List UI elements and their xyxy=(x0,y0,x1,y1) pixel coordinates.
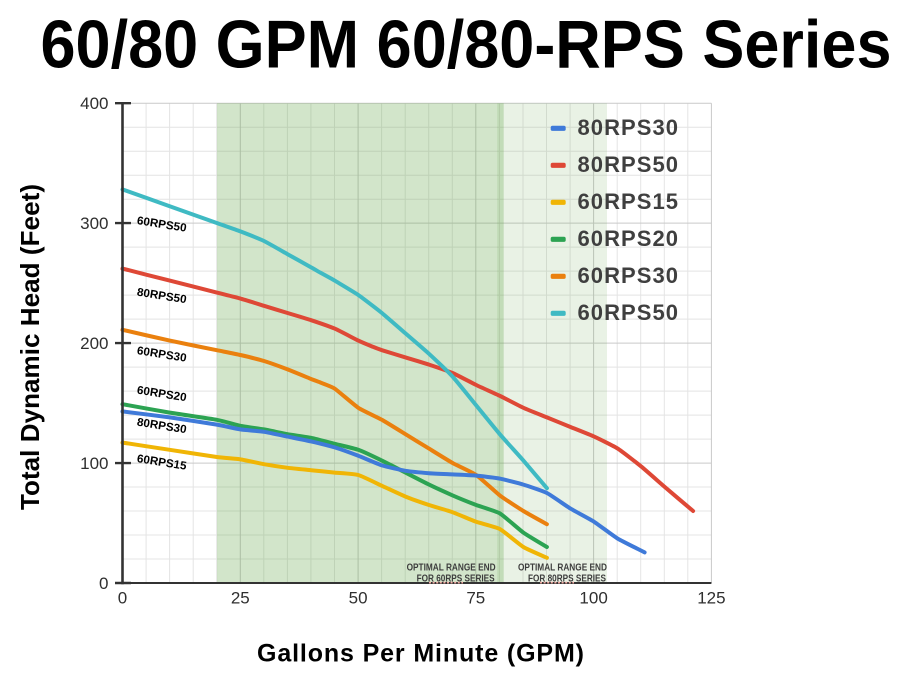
svg-text:Total Dynamic Head (Feet): Total Dynamic Head (Feet) xyxy=(15,184,45,510)
svg-text:75: 75 xyxy=(466,589,485,608)
svg-text:100: 100 xyxy=(80,454,108,473)
svg-text:0: 0 xyxy=(99,574,108,593)
svg-text:200: 200 xyxy=(80,334,108,353)
svg-text:50: 50 xyxy=(349,589,368,608)
svg-text:60RPS20: 60RPS20 xyxy=(578,226,679,251)
svg-text:80RPS30: 80RPS30 xyxy=(578,115,679,140)
svg-text:60RPS15: 60RPS15 xyxy=(578,189,679,214)
svg-text:60/80 GPM 60/80-RPS Series: 60/80 GPM 60/80-RPS Series xyxy=(41,7,892,83)
svg-text:400: 400 xyxy=(80,94,108,113)
svg-text:300: 300 xyxy=(80,214,108,233)
svg-text:Gallons Per Minute (GPM): Gallons Per Minute (GPM) xyxy=(257,640,584,668)
svg-text:60RPS50: 60RPS50 xyxy=(578,300,679,325)
svg-text:100: 100 xyxy=(579,589,607,608)
svg-text:25: 25 xyxy=(231,589,250,608)
svg-text:60RPS30: 60RPS30 xyxy=(578,263,679,288)
svg-text:125: 125 xyxy=(697,589,725,608)
svg-text:80RPS50: 80RPS50 xyxy=(578,152,679,177)
svg-text:0: 0 xyxy=(118,589,127,608)
